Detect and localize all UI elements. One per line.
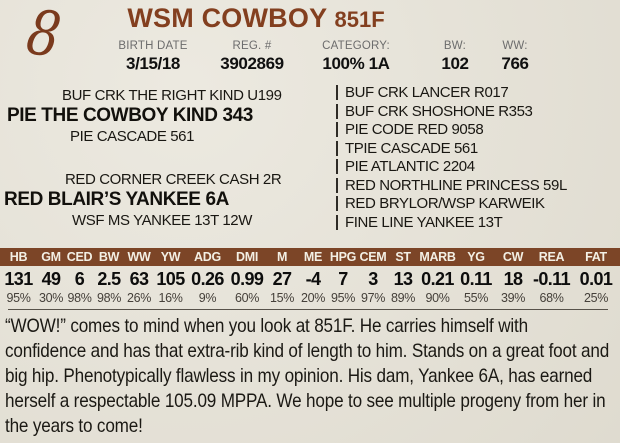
epd-header-cell: DMI [235,250,258,264]
epd-pct-cell: 39% [500,291,526,305]
epd-header-cell: MARB [419,250,456,264]
epd-pct-cell: 16% [158,291,183,305]
pedigree-sire: PIE THE COWBOY KIND 343 [7,105,253,126]
epd-pct-cell: 55% [463,291,489,305]
pedigree-right: BUF CRK LANCER R017 BUF CRK SHOSHONE R35… [336,85,618,233]
reg-number-value: 3902869 [220,54,284,73]
epd-pct-cell: 89% [390,291,416,305]
animal-title-main: WSM COWBOY [127,3,335,33]
category-value: 100% 1A [322,54,390,73]
pedigree-dam: RED BLAIR’S YANKEE 6A [4,189,229,210]
epd-header-cell: CED [66,250,93,264]
epd-pct-cell: 95% [330,291,356,305]
epd-header-cell: HB [9,250,28,264]
ww-value: 766 [501,54,529,73]
category-label: CATEGORY: [322,40,390,52]
birth-date-value: 3/15/18 [126,54,180,73]
info-birth-weight: BW: 102 [441,40,469,74]
epd-value-cell: 0.99 [230,269,264,289]
epd-header-cell: ME [303,250,323,264]
ancestor-line: BUF CRK LANCER R017 [336,85,618,100]
epd-pct-cell: 60% [234,291,260,305]
pedigree-sire-of-dam: RED CORNER CREEK CASH 2R [65,171,282,188]
epd-values-row: 131 49 6 2.5 63 105 0.26 0.99 27 -4 7 3 … [0,266,620,291]
epd-pct-cell: 15% [269,291,295,305]
epd-header-cell: CEM [359,250,387,264]
epd-value-cell: 105 [156,269,185,289]
epd-header-cell: YW [160,250,181,264]
info-category: CATEGORY: 100% 1A [322,40,390,74]
ancestor-line: PIE ATLANTIC 2204 [336,159,618,174]
sale-description: “WOW!” comes to mind when you look at 85… [5,315,610,437]
epd-value-cell: 63 [129,269,149,289]
epd-pct-cell: 26% [126,291,152,305]
epd-divider [8,309,608,310]
epd-value-cell: 13 [393,269,413,289]
ancestor-line: TPIE CASCADE 561 [336,140,618,156]
epd-value-cell: -0.11 [532,269,571,289]
epd-header-cell: ST [395,250,411,264]
ancestor-line: PIE CODE RED 9058 [336,122,618,137]
epd-table: HB GM CED BW WW YW ADG DMI M ME HPG CEM … [0,248,620,310]
animal-title-tag: 851F [334,7,385,32]
epd-pct-cell: 95% [6,291,31,305]
epd-value-cell: 6 [74,269,85,289]
epd-pct-cell: 25% [583,291,609,305]
ww-label: WW: [502,40,528,52]
epd-pct-cell: 30% [38,291,64,305]
pedigree-sire-of-sire: BUF CRK THE RIGHT KIND U199 [62,87,282,104]
epd-value-cell: 0.21 [421,269,454,289]
reg-number-label: REG. # [232,40,272,52]
epd-pct-cell: 20% [300,291,326,305]
epd-value-cell: 0.26 [191,269,224,289]
info-weaning-weight: WW: 766 [501,40,529,74]
epd-value-cell: 3 [368,269,378,289]
birth-date-label: BIRTH DATE [118,40,188,52]
epd-header-cell: BW [98,250,120,264]
epd-header-cell: FAT [585,250,607,264]
epd-header-cell: REA [538,250,565,264]
info-reg-number: REG. # 3902869 [220,40,284,74]
epd-header-cell: GM [41,250,61,264]
epd-header-cell: WW [127,250,151,264]
epd-pct-cell: 90% [425,291,450,305]
epd-pct-cell: 98% [67,291,92,305]
epd-value-cell: 18 [503,269,523,289]
epd-value-cell: -4 [305,269,321,289]
epd-value-cell: 49 [41,269,61,289]
epd-header-cell: YG [467,250,485,264]
ancestor-line: FINE LINE YANKEE 13T [336,214,618,230]
pedigree-dam-of-dam: WSF MS YANKEE 13T 12W [72,212,252,229]
bw-label: BW: [443,40,467,52]
epd-header-cell: M [276,250,288,264]
epd-value-cell: 0.01 [579,269,613,289]
epd-pct-cell: 9% [198,291,217,305]
epd-percentile-row: 95% 30% 98% 98% 26% 16% 9% 60% 15% 20% 9… [0,291,620,306]
pedigree-left: BUF CRK THE RIGHT KIND U199 PIE THE COWB… [0,86,332,230]
bw-value: 102 [441,54,469,73]
epd-value-cell: 0.11 [460,269,492,289]
epd-header-cell: ADG [194,250,221,264]
epd-header-cell: CW [502,250,524,264]
info-birth-date: BIRTH DATE 3/15/18 [118,40,187,74]
epd-header-row: HB GM CED BW WW YW ADG DMI M ME HPG CEM … [0,248,620,266]
animal-title: WSM COWBOY 851F [0,3,512,34]
ancestor-line: RED NORTHLINE PRINCESS 59L [336,177,618,193]
epd-pct-cell: 68% [539,291,564,305]
epd-header-cell: HPG [329,250,357,264]
pedigree-dam-of-sire: PIE CASCADE 561 [70,128,195,145]
ancestor-line: BUF CRK SHOSHONE R353 [336,103,618,119]
epd-pct-cell: 98% [96,291,122,305]
epd-value-cell: 2.5 [97,269,121,289]
epd-pct-cell: 97% [360,291,386,305]
epd-value-cell: 27 [272,269,292,289]
epd-value-cell: 131 [4,269,33,289]
ancestor-line: RED BRYLOR/WSP KARWEIK [336,196,618,211]
epd-value-cell: 7 [338,269,348,289]
